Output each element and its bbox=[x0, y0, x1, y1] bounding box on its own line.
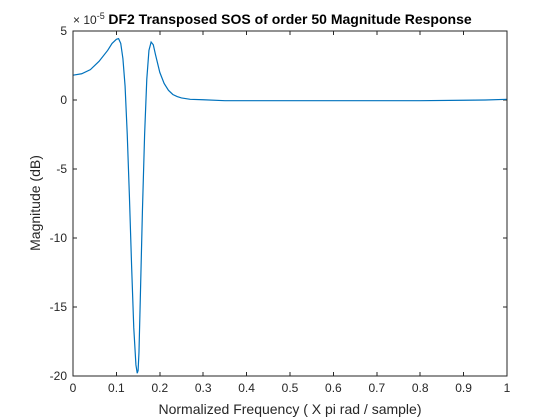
magnitude-line bbox=[72, 37, 508, 374]
y-tick-label: -10 bbox=[50, 231, 68, 245]
x-tick-label: 0.6 bbox=[325, 381, 342, 395]
x-tick-label: 0.3 bbox=[195, 381, 212, 395]
plot-frame bbox=[72, 30, 508, 377]
x-axis-ticks: 0 0.1 0.2 0.3 0.4 0.5 0.6 0.7 0.8 0.9 1 bbox=[70, 31, 511, 395]
x-tick-label: 0.2 bbox=[151, 381, 168, 395]
y-tick-label: -15 bbox=[50, 300, 68, 314]
y-tick-label: -5 bbox=[56, 162, 67, 176]
x-tick-label: 0.4 bbox=[238, 381, 255, 395]
x-tick-label: 0 bbox=[70, 381, 77, 395]
plot-background bbox=[73, 31, 507, 376]
y-exponent-power: -5 bbox=[97, 11, 105, 21]
y-exponent-base: × 10 bbox=[73, 13, 97, 27]
x-tick-label: 0.1 bbox=[108, 381, 125, 395]
chart-title: DF2 Transposed SOS of order 50 Magnitude… bbox=[108, 11, 472, 27]
y-tick-label: 5 bbox=[60, 24, 67, 38]
y-tick-label: 0 bbox=[60, 93, 67, 107]
x-tick-label: 0.5 bbox=[282, 381, 299, 395]
x-tick-label: 0.9 bbox=[455, 381, 472, 395]
x-tick-label: 0.8 bbox=[412, 381, 429, 395]
y-tick-label: -20 bbox=[50, 369, 68, 383]
x-axis-label: Normalized Frequency ( X pi rad / sample… bbox=[159, 401, 422, 417]
y-axis-label: Magnitude (dB) bbox=[27, 155, 43, 251]
x-tick-label: 1 bbox=[504, 381, 511, 395]
x-tick-label: 0.7 bbox=[368, 381, 385, 395]
y-axis-exponent: × 10-5 bbox=[73, 11, 105, 27]
